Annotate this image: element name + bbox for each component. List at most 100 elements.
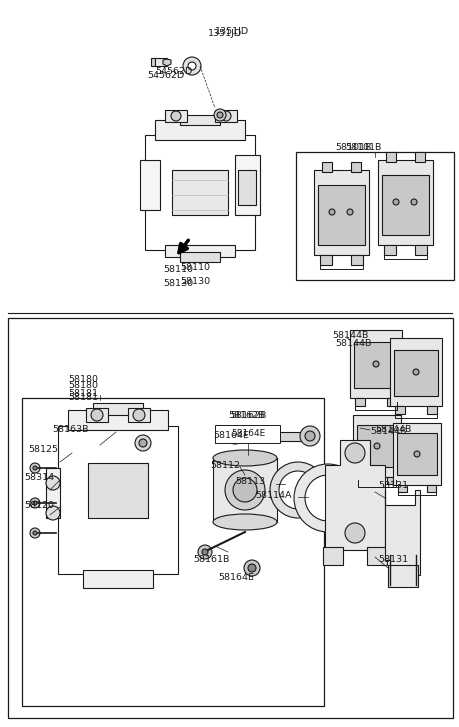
Circle shape (373, 443, 379, 449)
Circle shape (247, 564, 256, 572)
Text: 58164E: 58164E (213, 430, 248, 440)
Bar (155, 120, 245, 140)
Circle shape (220, 111, 230, 121)
Bar (322, 547, 342, 565)
Bar (389, 338, 441, 406)
Bar (383, 245, 395, 255)
Circle shape (304, 475, 350, 521)
Bar (393, 350, 437, 396)
Text: 58144B: 58144B (334, 339, 370, 348)
Circle shape (202, 549, 207, 555)
Bar (353, 342, 397, 388)
Bar (426, 406, 436, 414)
Text: 58164E: 58164E (230, 430, 264, 438)
Bar (235, 155, 259, 215)
Bar (396, 433, 436, 475)
Text: 58110: 58110 (179, 263, 210, 273)
Circle shape (30, 498, 40, 508)
Circle shape (134, 435, 151, 451)
Text: 58114A: 58114A (254, 491, 291, 499)
Bar (350, 255, 362, 265)
Text: 58314: 58314 (24, 473, 54, 483)
Circle shape (33, 466, 37, 470)
Text: 58130: 58130 (179, 276, 210, 286)
Bar (349, 330, 401, 398)
Bar (313, 170, 368, 255)
Bar (397, 485, 406, 492)
Bar (165, 110, 187, 122)
Bar (352, 415, 400, 477)
Text: 54562D: 54562D (155, 68, 192, 76)
Bar (350, 162, 360, 172)
Ellipse shape (213, 450, 276, 466)
Text: 58180: 58180 (68, 380, 98, 390)
Text: 58161B: 58161B (193, 555, 229, 564)
Text: 58162B: 58162B (228, 411, 264, 419)
Text: 58180: 58180 (68, 376, 98, 385)
Bar (213, 458, 276, 522)
Text: 58131: 58131 (377, 555, 407, 564)
Circle shape (328, 209, 334, 215)
Circle shape (224, 470, 264, 510)
Text: 58144B: 58144B (369, 427, 405, 436)
Bar (321, 162, 331, 172)
Circle shape (33, 501, 37, 505)
Text: 54562D: 54562D (147, 71, 184, 81)
Circle shape (46, 476, 60, 490)
Bar (68, 410, 168, 430)
Circle shape (217, 112, 223, 118)
Text: 58120: 58120 (24, 500, 54, 510)
Circle shape (33, 531, 37, 535)
Circle shape (171, 111, 180, 121)
Bar (58, 426, 178, 574)
Bar (93, 403, 143, 415)
Bar (386, 477, 395, 484)
Text: 58113: 58113 (235, 478, 264, 486)
Circle shape (183, 57, 201, 75)
Circle shape (241, 453, 254, 467)
Text: 58112: 58112 (210, 460, 240, 470)
Bar (414, 245, 426, 255)
Text: 58144B: 58144B (331, 331, 368, 340)
Bar (128, 408, 150, 422)
Bar (381, 175, 428, 235)
Circle shape (233, 478, 257, 502)
Circle shape (139, 439, 147, 447)
Circle shape (299, 426, 319, 446)
Bar (88, 463, 148, 518)
Bar (22, 398, 323, 706)
Bar (317, 185, 364, 245)
Circle shape (304, 431, 314, 441)
Bar (214, 425, 280, 443)
Bar (145, 135, 254, 250)
Text: 58101B: 58101B (334, 143, 370, 153)
Circle shape (188, 62, 196, 70)
Bar (319, 255, 331, 265)
Bar (83, 570, 153, 588)
Circle shape (269, 462, 325, 518)
Circle shape (346, 209, 352, 215)
Circle shape (30, 463, 40, 473)
Text: 58144B: 58144B (374, 425, 410, 435)
Bar (414, 152, 424, 162)
Circle shape (197, 545, 212, 559)
Ellipse shape (213, 514, 276, 530)
Bar (140, 160, 160, 210)
Circle shape (279, 471, 316, 509)
Circle shape (226, 428, 242, 444)
Circle shape (344, 443, 364, 463)
Text: 58130: 58130 (162, 278, 193, 287)
Text: 1351JD: 1351JD (214, 28, 249, 36)
Bar (179, 115, 219, 125)
Bar (392, 423, 440, 485)
Bar (153, 58, 167, 66)
Polygon shape (325, 440, 384, 550)
Bar (366, 547, 386, 565)
Circle shape (412, 369, 418, 375)
Text: 58163B: 58163B (52, 425, 88, 435)
Bar (165, 245, 235, 257)
Circle shape (344, 523, 364, 543)
Bar (172, 170, 228, 215)
Bar (8, 318, 452, 718)
Circle shape (91, 409, 103, 421)
